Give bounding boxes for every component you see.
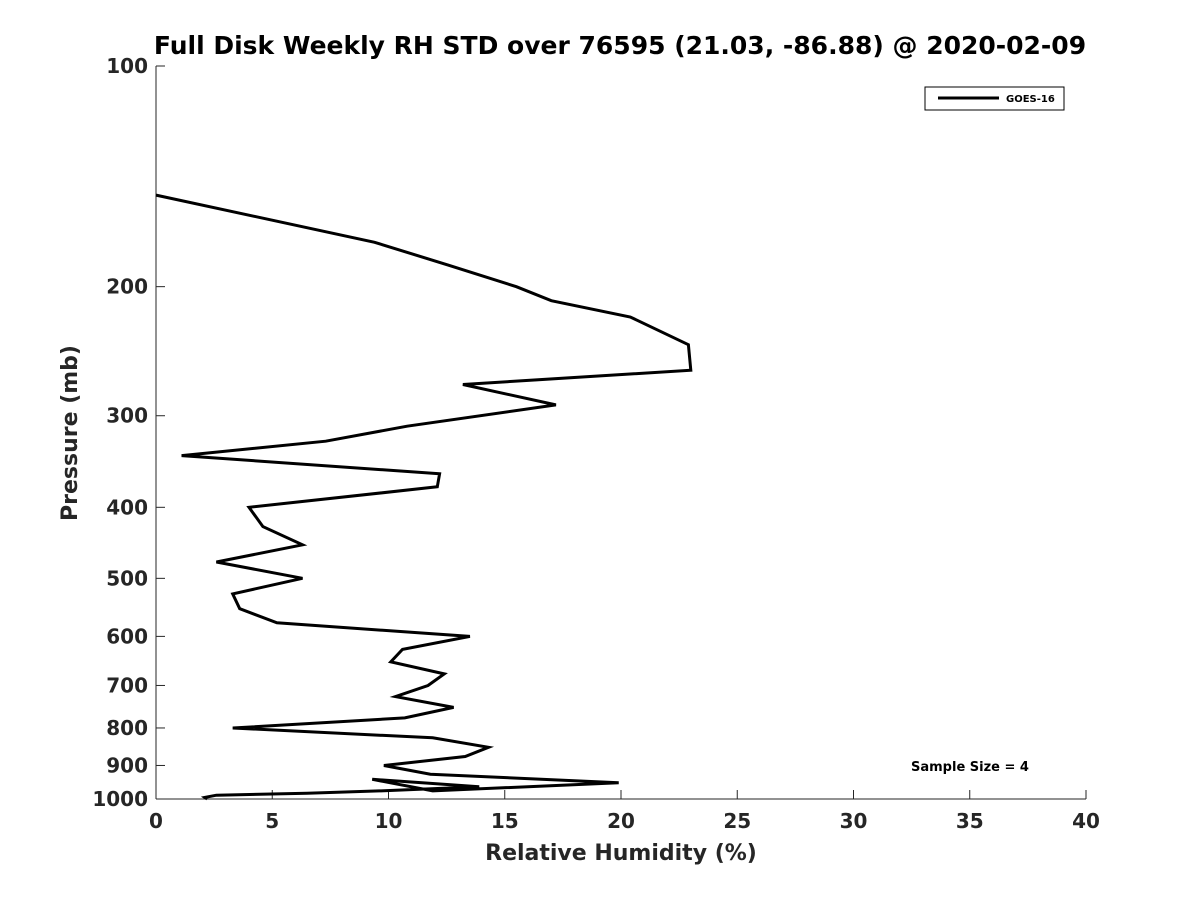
x-tick-label: 0 (149, 809, 163, 833)
y-tick-label: 900 (106, 753, 148, 777)
y-tick-label: 100 (106, 54, 148, 78)
y-tick-label: 600 (106, 624, 148, 648)
plot-area (156, 66, 1086, 799)
x-tick-label: 40 (1072, 809, 1100, 833)
x-tick-label: 25 (723, 809, 751, 833)
x-tick-label: 5 (265, 809, 279, 833)
y-tick-label: 800 (106, 716, 148, 740)
y-tick-label: 1000 (92, 787, 148, 811)
y-tick-label: 300 (106, 404, 148, 428)
y-axis-label: Pressure (mb) (58, 345, 83, 521)
y-axis-ticks: 100 200 300 400 500 600 700 800 900 1000 (92, 54, 165, 811)
y-tick-label: 200 (106, 275, 148, 299)
series-line-goes16 (155, 193, 693, 801)
x-tick-label: 10 (375, 809, 403, 833)
x-axis-label: Relative Humidity (%) (485, 841, 757, 866)
legend: GOES-16 (924, 86, 1065, 111)
x-tick-label: 30 (840, 809, 868, 833)
sample-size-annotation: Sample Size = 4 (911, 760, 1029, 775)
y-tick-label: 500 (106, 566, 148, 590)
legend-label: GOES-16 (1006, 94, 1055, 105)
y-tick-label: 400 (106, 495, 148, 519)
x-axis-ticks: 0 5 10 15 20 25 30 35 40 (149, 790, 1100, 833)
y-tick-label: 700 (106, 673, 148, 697)
x-tick-label: 35 (956, 809, 984, 833)
chart-title: Full Disk Weekly RH STD over 76595 (21.0… (154, 31, 1086, 60)
x-tick-label: 20 (607, 809, 635, 833)
x-tick-label: 15 (491, 809, 519, 833)
